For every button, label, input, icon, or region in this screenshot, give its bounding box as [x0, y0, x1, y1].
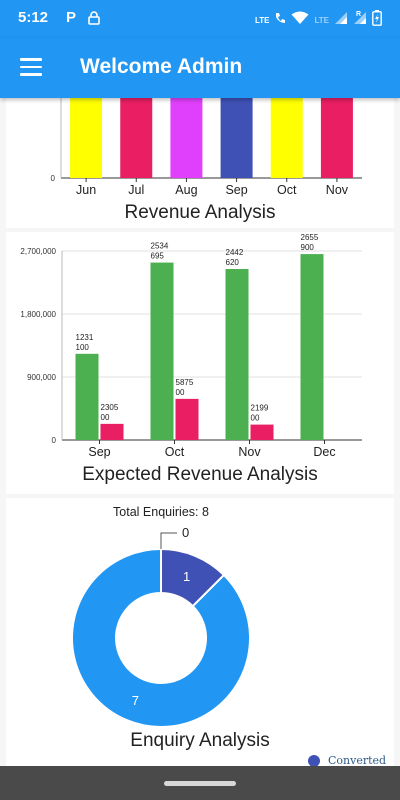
bar-oct-s1: [150, 262, 174, 440]
status-bar: 5:12 P LTE LTE R: [0, 0, 400, 38]
enquiry-analysis-card: Total Enquiries: 8 1 7 0 ConvertedJoiningT…: [6, 498, 394, 766]
expected-revenue-card: 0 900,000 1,800,000 2,700,000 Sep 1231 100 2305…: [6, 232, 394, 494]
bar-nov-s1: [225, 269, 249, 440]
total-enquiries-label: Total Enquiries: 8: [113, 505, 209, 519]
y-tick-label: 900,000: [27, 373, 56, 382]
lock-icon: [88, 11, 100, 30]
data-label: 00: [101, 413, 110, 422]
donut-slice-joining: [71, 547, 251, 728]
parking-app-icon: P: [66, 9, 77, 26]
x-tick-label: Aug: [175, 183, 197, 197]
x-tick-label: Oct: [277, 183, 297, 197]
phone-call-icon: [274, 11, 286, 30]
signal-icon: [334, 11, 348, 30]
enquiry-analysis-caption: Enquiry Analysis: [130, 730, 270, 751]
hamburger-menu-icon[interactable]: [20, 58, 42, 76]
bar-nov-s2: [250, 424, 274, 440]
status-indicators: LTE LTE R: [255, 10, 382, 31]
slice-value-label: 1: [183, 569, 190, 584]
enquiry-legend: ConvertedJoiningTrial: [308, 750, 386, 766]
data-label: 2199: [251, 404, 269, 413]
legend-label: Converted: [328, 754, 387, 766]
lte-label: LTE: [254, 15, 270, 25]
bar-sep-s1: [75, 353, 99, 440]
data-label: 00: [176, 388, 185, 397]
y-tick-label: 0: [51, 174, 56, 183]
revenue-analysis-card: 0 Jun Jul Aug Sep Oct Nov Revenue Analysis: [6, 98, 394, 228]
y-tick-label: 0: [52, 436, 57, 445]
y-tick-label: 1,800,000: [20, 310, 56, 319]
x-tick-label: Sep: [225, 183, 247, 197]
revenue-analysis-chart: 0 Jun Jul Aug Sep Oct Nov: [51, 98, 362, 197]
slice-value-label: 0: [182, 525, 189, 540]
signal-roaming-icon: R: [353, 11, 367, 30]
data-label: 695: [151, 252, 165, 261]
wifi-icon: [291, 11, 309, 30]
data-label: 5875: [176, 378, 194, 387]
x-tick-label: Sep: [88, 445, 110, 459]
data-label: 2305: [101, 403, 119, 412]
home-gesture-handle[interactable]: [164, 781, 236, 786]
data-label: 100: [76, 343, 90, 352]
zero-slice-leader-line: [160, 532, 177, 549]
lte-label-secondary: LTE: [314, 15, 329, 25]
legend-item-converted: Converted: [308, 750, 386, 766]
data-label: 900: [301, 243, 315, 252]
data-label: 620: [226, 258, 240, 267]
x-tick-label: Nov: [238, 445, 261, 459]
x-tick-label: Jul: [128, 183, 144, 197]
battery-icon: [372, 10, 382, 31]
data-label: 1231: [76, 333, 94, 342]
x-tick-label: Dec: [313, 445, 335, 459]
bar-oct: [270, 98, 303, 178]
roaming-label: R: [356, 11, 362, 18]
revenue-analysis-caption: Revenue Analysis: [124, 202, 276, 223]
bar-dec-s1: [300, 254, 324, 440]
bar-sep-s2: [100, 423, 124, 440]
data-label: 00: [251, 414, 260, 423]
page-title: Welcome Admin: [80, 55, 243, 78]
legend-dot: [308, 754, 320, 766]
bar-nov: [320, 98, 353, 178]
bar-jun: [70, 98, 103, 178]
data-label: 2655: [301, 233, 319, 242]
data-label: 2442: [226, 248, 244, 257]
bar-oct-s2: [175, 398, 199, 440]
data-label: 2534: [151, 242, 169, 251]
x-tick-label: Jun: [76, 183, 96, 197]
slice-value-label: 7: [132, 693, 139, 708]
system-nav-bar: [0, 766, 400, 800]
app-bar: Welcome Admin: [0, 38, 400, 98]
x-tick-label: Nov: [326, 183, 349, 197]
bar-jul: [120, 98, 153, 178]
expected-revenue-caption: Expected Revenue Analysis: [82, 464, 318, 485]
enquiry-donut-chart: 1 7 0: [71, 525, 251, 728]
dashboard-content[interactable]: 0 Jun Jul Aug Sep Oct Nov Revenue Analysis 0 90…: [0, 98, 400, 766]
bar-sep: [220, 98, 253, 178]
bar-aug: [170, 98, 203, 178]
x-tick-label: Oct: [165, 445, 185, 459]
status-time: 5:12: [18, 9, 49, 26]
y-tick-label: 2,700,000: [20, 247, 56, 256]
